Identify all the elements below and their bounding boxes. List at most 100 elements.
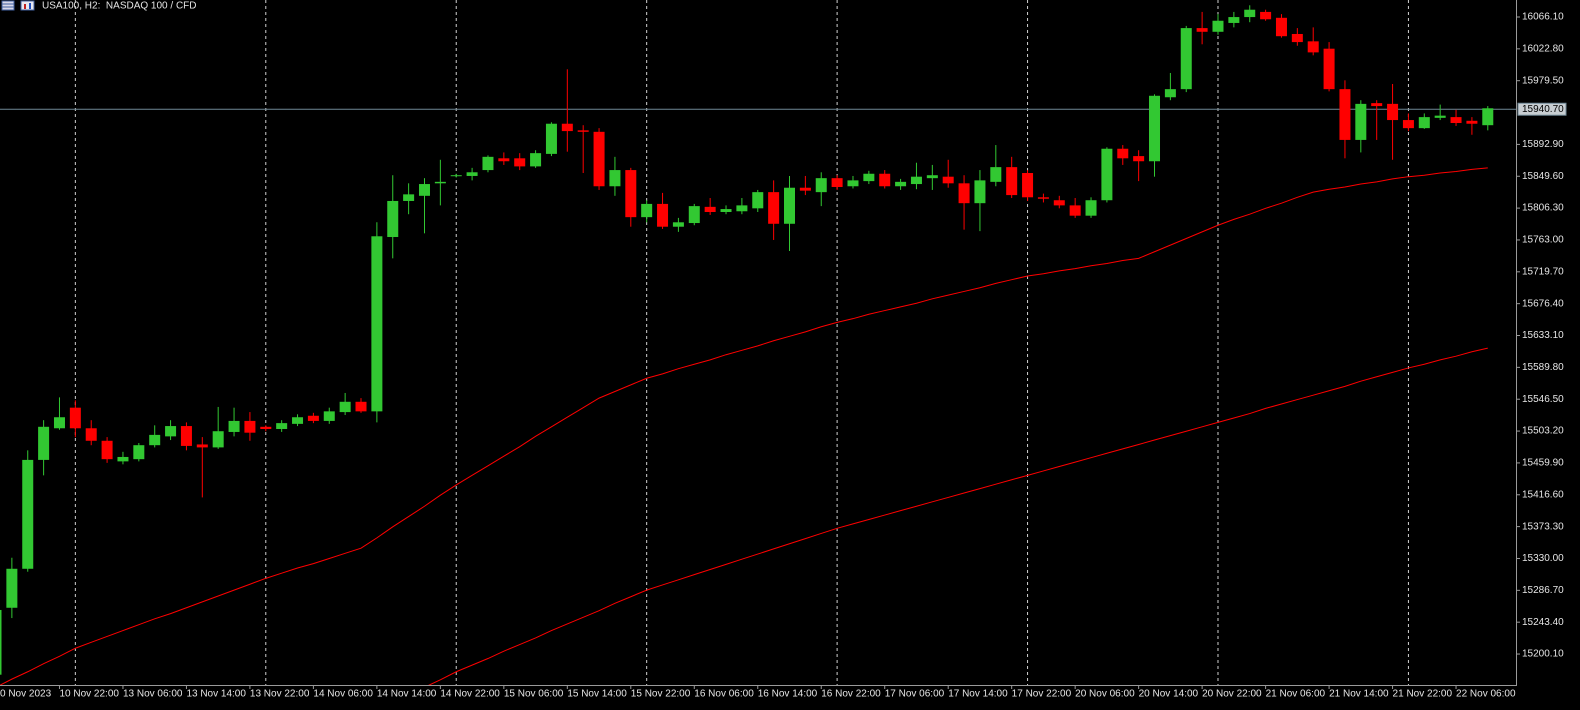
candle-body <box>1133 156 1145 162</box>
candle-body <box>990 167 1002 182</box>
plot-area <box>0 0 1516 685</box>
x-tick-label: 16 Nov 06:00 <box>694 689 754 700</box>
candle-body <box>1006 167 1018 196</box>
candle-body <box>879 173 891 187</box>
y-tick-label: 15546.50 <box>1522 394 1564 405</box>
icon-grid <box>1 0 15 11</box>
candle-body <box>38 426 50 460</box>
candle-body <box>672 222 684 227</box>
candle-body <box>657 203 669 227</box>
candle-body <box>1323 48 1335 90</box>
candle-body <box>1371 103 1383 107</box>
y-tick-label: 15373.30 <box>1522 521 1564 532</box>
x-tick-label: 0 Nov 2023 <box>0 689 52 700</box>
candle-body <box>752 192 764 209</box>
candle-body <box>625 170 637 218</box>
candle-body <box>22 459 34 569</box>
y-tick-label: 15763.00 <box>1522 235 1564 246</box>
candle-body <box>768 192 780 224</box>
candle-body <box>1212 20 1224 32</box>
candle-body <box>403 194 415 201</box>
y-tick-label: 15243.40 <box>1522 617 1564 628</box>
last-price-box <box>1517 102 1567 116</box>
candle-body <box>180 426 192 446</box>
candle-body <box>926 175 938 179</box>
candle-body <box>799 187 811 191</box>
candle-body <box>498 158 510 162</box>
candle-body <box>1053 200 1065 206</box>
candle-body <box>1434 115 1446 118</box>
candle-body <box>561 123 573 132</box>
candle-body <box>1482 108 1494 126</box>
candle-body <box>1260 11 1272 20</box>
candle-body <box>1291 33 1303 43</box>
candle-body <box>577 130 589 132</box>
candle-body <box>323 411 335 421</box>
candle-body <box>1180 28 1192 90</box>
x-tick-label: 21 Nov 06:00 <box>1266 689 1326 700</box>
candle-body <box>1117 148 1129 159</box>
candle-body <box>831 178 843 187</box>
candle-body <box>704 206 716 213</box>
x-tick-label: 21 Nov 22:00 <box>1393 689 1453 700</box>
candle-body <box>133 445 145 460</box>
candle-body <box>530 153 542 167</box>
x-tick-label: 14 Nov 22:00 <box>440 689 500 700</box>
candle-body <box>1339 89 1351 140</box>
icon-chart <box>20 0 35 11</box>
candle-body <box>1037 197 1049 199</box>
candle-body <box>736 205 748 212</box>
candle-body <box>895 181 907 187</box>
x-tick-label: 20 Nov 22:00 <box>1202 689 1262 700</box>
candle-body <box>1085 200 1097 216</box>
candle-body <box>1355 103 1367 140</box>
candle-body <box>958 183 970 204</box>
y-tick-label: 15286.70 <box>1522 585 1564 596</box>
x-tick-label: 16 Nov 22:00 <box>821 689 881 700</box>
candle-body <box>1307 41 1319 53</box>
y-tick-label: 15676.40 <box>1522 298 1564 309</box>
candle-body <box>387 200 399 238</box>
candle-body <box>101 440 113 460</box>
x-tick-label: 13 Nov 06:00 <box>123 689 183 700</box>
candle-body <box>609 170 621 187</box>
candle-body <box>418 184 430 196</box>
x-tick-label: 10 Nov 22:00 <box>59 689 119 700</box>
candle-body <box>720 209 732 213</box>
y-tick-label: 15719.70 <box>1522 266 1564 277</box>
y-tick-label: 15416.60 <box>1522 489 1564 500</box>
icon-bar <box>29 3 31 9</box>
candle-body <box>545 123 557 154</box>
candle-body <box>165 426 177 437</box>
moving-average <box>0 167 1488 685</box>
candle-body <box>688 206 700 224</box>
moving-average <box>428 347 1488 685</box>
icon-bar <box>24 4 26 9</box>
candle-body <box>1228 17 1240 23</box>
candle-body <box>196 444 208 448</box>
x-tick-label: 15 Nov 06:00 <box>504 689 564 700</box>
y-tick-label: 15459.90 <box>1522 458 1564 469</box>
candle-body <box>847 180 859 187</box>
y-tick-label: 15979.50 <box>1522 75 1564 86</box>
candle-body <box>53 417 65 429</box>
candle-body <box>276 423 288 430</box>
candle-body <box>942 176 954 184</box>
candle-body <box>815 178 827 193</box>
y-tick-label: 16066.10 <box>1522 12 1564 23</box>
candle-body <box>1387 103 1399 121</box>
candle-body <box>641 203 653 218</box>
y-tick-label: 15806.30 <box>1522 203 1564 214</box>
candle-body <box>292 417 304 424</box>
candle-body <box>212 431 224 448</box>
candle-body <box>434 181 446 184</box>
candle-body <box>1069 205 1081 216</box>
candle-body <box>1101 148 1113 201</box>
candle-body <box>355 401 367 412</box>
x-tick-label: 22 Nov 06:00 <box>1456 689 1516 700</box>
candle-body <box>85 428 97 441</box>
y-tick-label: 15849.60 <box>1522 171 1564 182</box>
